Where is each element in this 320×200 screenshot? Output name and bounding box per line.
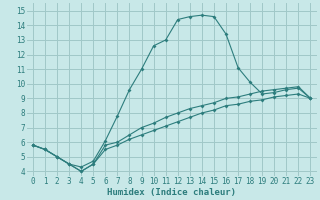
- X-axis label: Humidex (Indice chaleur): Humidex (Indice chaleur): [107, 188, 236, 197]
